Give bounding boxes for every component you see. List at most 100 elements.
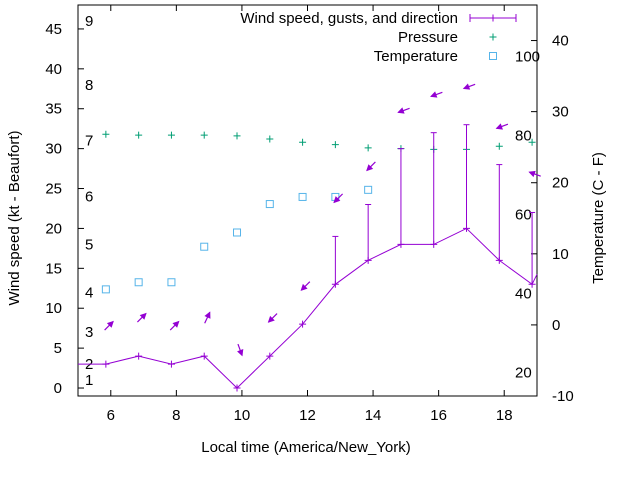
y-tick-label-35: 35 xyxy=(45,101,62,118)
y-tick-label-5: 5 xyxy=(54,340,62,357)
pressure-point xyxy=(200,131,208,139)
wind-direction-head xyxy=(462,83,471,90)
wind-speed-point xyxy=(102,360,110,368)
beaufort-label-3: 3 xyxy=(85,324,93,341)
temperature-point xyxy=(200,242,209,251)
x-tick-label-14: 14 xyxy=(365,407,382,424)
legend-label-wind: Wind speed, gusts, and direction xyxy=(240,10,458,27)
pressure-point xyxy=(102,130,110,138)
wind-direction-head xyxy=(106,320,114,328)
y2-axis-title: Temperature (C - F) xyxy=(590,152,607,284)
beaufort-label-6: 6 xyxy=(85,189,93,206)
wind-direction-head xyxy=(333,196,341,204)
temperature-point xyxy=(101,285,110,294)
axes: 6 8 10 12 14 16 18051015202530354045-100102030… xyxy=(45,4,574,424)
wind-direction-arrow xyxy=(104,320,114,331)
wind-direction-arrow xyxy=(430,91,443,98)
wind-direction-head xyxy=(528,170,536,178)
y-tick-label-15: 15 xyxy=(45,260,62,277)
pressure-point xyxy=(299,138,307,146)
pressure-point xyxy=(167,131,175,139)
wind-speed-point xyxy=(430,240,438,248)
pressure-point xyxy=(135,131,143,139)
beaufort-label-7: 7 xyxy=(85,133,93,150)
y2-tick-label--10: -10 xyxy=(552,388,574,405)
wind-direction-head xyxy=(430,91,438,98)
wind-direction-head xyxy=(139,312,147,320)
wind-direction-arrow xyxy=(397,107,410,114)
chart-marks xyxy=(78,83,541,392)
wind-direction-arrow xyxy=(333,193,344,204)
wind-direction-arrow xyxy=(462,83,476,90)
beaufort-label-4: 4 xyxy=(85,284,93,301)
legend-sample-pressure xyxy=(489,33,497,41)
wind-speed-point xyxy=(463,224,471,232)
pressure-point xyxy=(495,142,503,150)
y-tick-label-0: 0 xyxy=(54,380,62,397)
temperature-point xyxy=(134,278,143,287)
wind-direction-arrow xyxy=(528,170,541,178)
wind-direction-arrow xyxy=(237,343,244,357)
pressure-point xyxy=(364,144,372,152)
fahrenheit-label-100: 100 xyxy=(515,48,540,65)
wind-speed-point xyxy=(135,352,143,360)
beaufort-label-1: 1 xyxy=(85,372,93,389)
legend-label-pressure: Pressure xyxy=(398,29,458,46)
wind-speed-point xyxy=(266,352,274,360)
y2-tick-label-40: 40 xyxy=(552,33,569,50)
pressure-point xyxy=(528,138,536,146)
pressure-point xyxy=(266,135,274,143)
y-axis-title: Wind speed (kt - Beaufort) xyxy=(6,130,23,305)
wind-speed-point xyxy=(397,240,405,248)
pressure-point xyxy=(233,132,241,140)
y-tick-label-10: 10 xyxy=(45,300,62,317)
wind-direction-arrow xyxy=(495,123,509,130)
x-tick-label-12: 12 xyxy=(299,407,316,424)
temperature-point xyxy=(167,278,176,287)
y2-tick-label-20: 20 xyxy=(552,175,569,192)
wind-direction-arrow xyxy=(136,312,147,323)
y-tick-label-25: 25 xyxy=(45,181,62,198)
plot-frame xyxy=(77,4,538,397)
wind-speed-line xyxy=(78,227,538,389)
wind-direction-head xyxy=(366,164,374,172)
wind-direction-arrow xyxy=(300,281,311,291)
beaufort-label-8: 8 xyxy=(85,77,93,94)
legend-sample-temperature xyxy=(489,52,497,60)
x-axis-title: Local time (America/New_York) xyxy=(201,439,411,456)
wind-direction-head xyxy=(237,349,244,357)
temperature-point xyxy=(233,228,242,237)
wind-speed-point xyxy=(331,280,339,288)
wind-speed-point xyxy=(167,360,175,368)
y2-tick-label-30: 30 xyxy=(552,104,569,121)
beaufort-label-5: 5 xyxy=(85,236,93,253)
y-tick-label-40: 40 xyxy=(45,61,62,78)
legend-label-temperature: Temperature xyxy=(374,48,458,65)
temperature-point xyxy=(364,185,373,194)
y-tick-label-45: 45 xyxy=(45,21,62,38)
fahrenheit-label-80: 80 xyxy=(515,127,532,144)
wind-speed-point xyxy=(200,352,208,360)
wind-direction-head xyxy=(495,123,503,130)
wind-direction-arrow xyxy=(204,311,211,324)
wind-speed-point xyxy=(233,384,241,392)
x-tick-label-10: 10 xyxy=(234,407,251,424)
x-tick-label-18: 18 xyxy=(496,407,513,424)
wind-direction-head xyxy=(267,315,275,323)
wind-speed-point xyxy=(299,320,307,328)
wind-direction-arrow xyxy=(267,313,278,323)
y2-tick-label-10: 10 xyxy=(552,246,569,263)
wind-speed-point xyxy=(364,256,372,264)
y-tick-label-20: 20 xyxy=(45,220,62,237)
wind-direction-head xyxy=(300,283,308,291)
pressure-point xyxy=(331,141,339,149)
wind-direction-arrow xyxy=(366,161,376,172)
x-tick-label-8: 8 xyxy=(172,407,180,424)
wind-direction-head xyxy=(204,311,211,319)
legend: Wind speed, gusts, and direction Pressur… xyxy=(240,10,517,65)
wind-speed-point xyxy=(528,280,536,288)
legend-sample-wind-marker xyxy=(489,14,497,22)
temperature-point xyxy=(298,192,307,201)
wind-speed-point xyxy=(495,256,503,264)
